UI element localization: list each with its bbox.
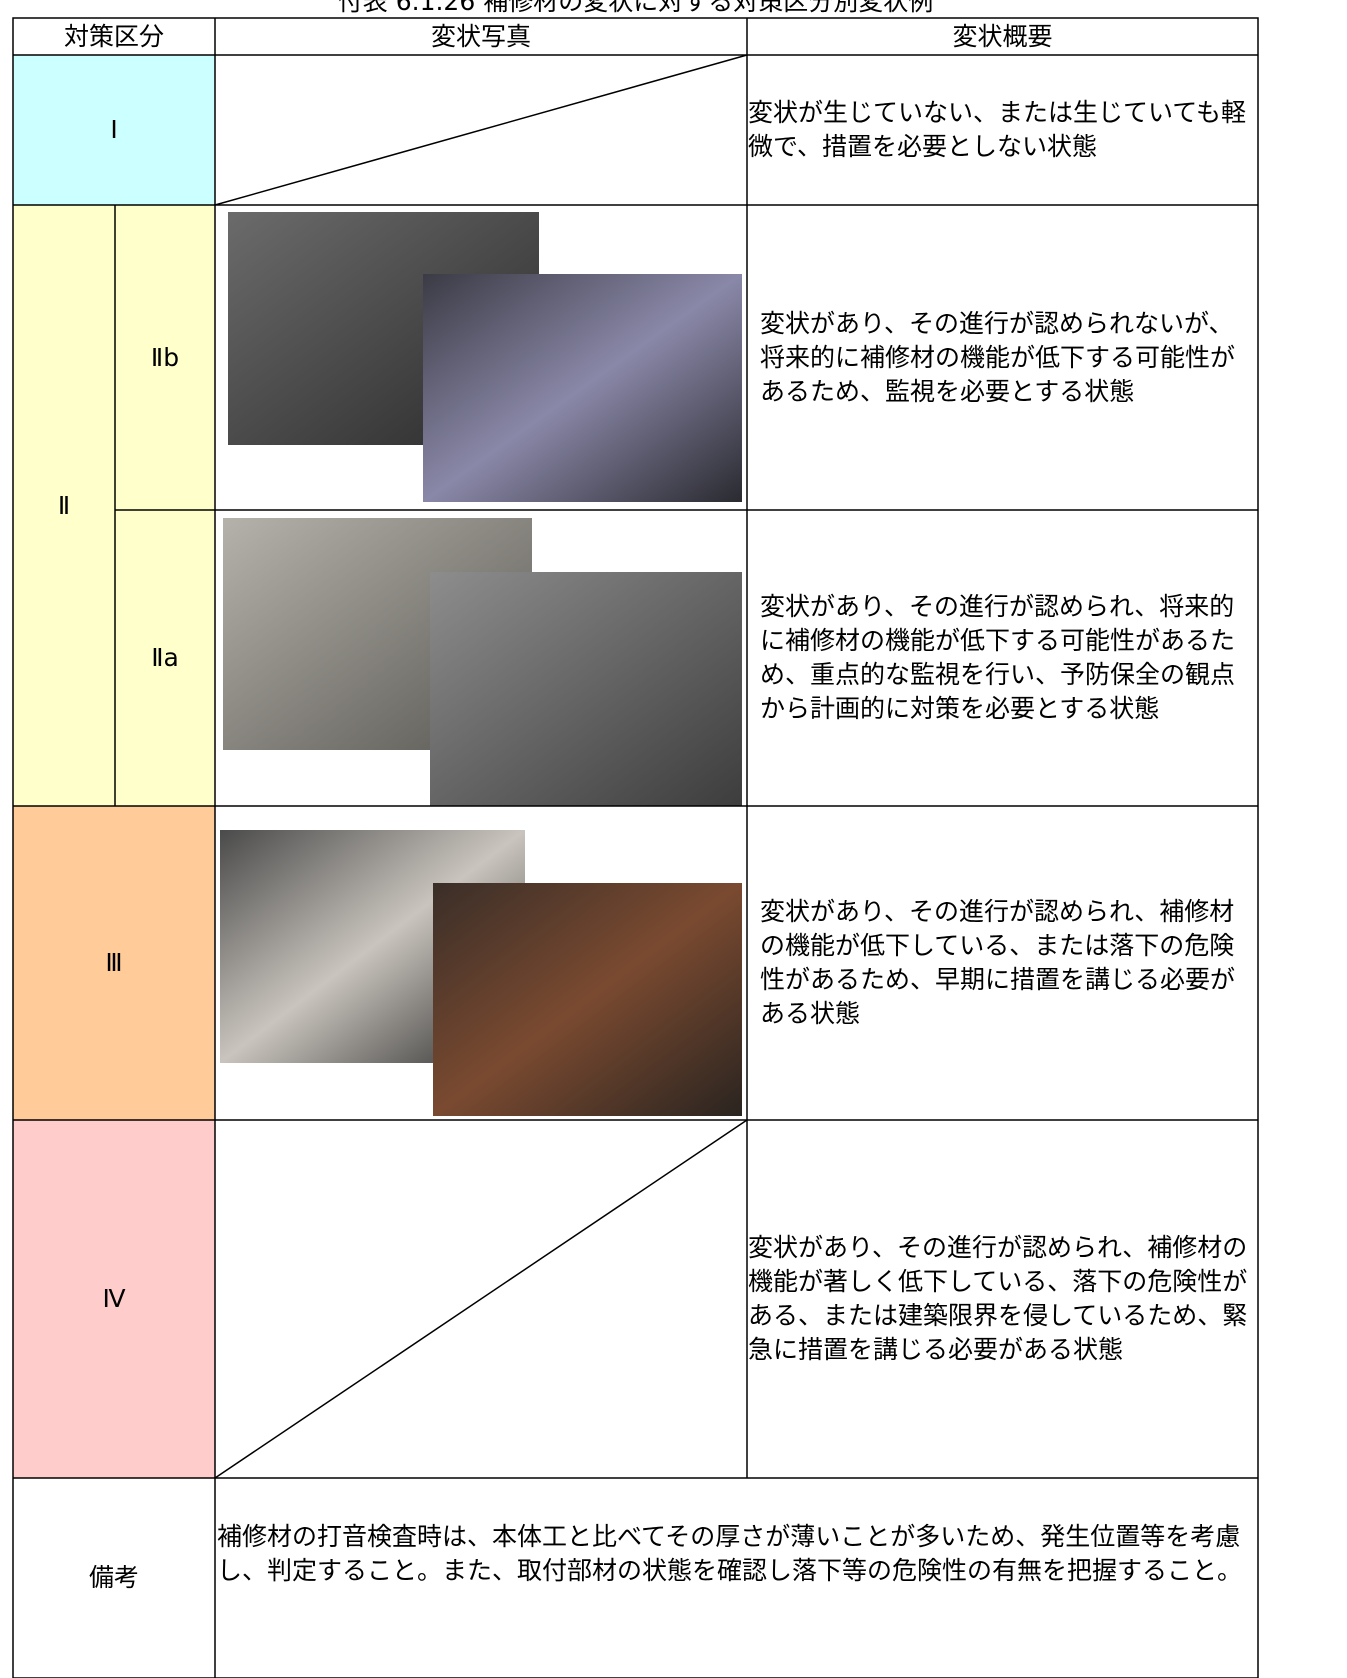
division: Ⅲ — [105, 948, 123, 977]
cell-bg — [13, 205, 215, 806]
header-cell: 変状写真 — [430, 21, 531, 51]
grid-lines — [12, 17, 1259, 1678]
photo — [430, 572, 742, 806]
division: Ⅳ — [102, 1284, 126, 1313]
cell-bg — [13, 806, 215, 1120]
remarks-label: 備考 — [88, 1563, 139, 1592]
header-cell: 対策区分 — [63, 21, 164, 51]
photo — [423, 274, 742, 502]
header-cell: 変状概要 — [952, 21, 1053, 51]
division: Ⅱb — [150, 342, 180, 372]
table-title: 付表 6.1.26 補修材の変状に対する対策区分別変状例 — [337, 0, 934, 16]
summary: 変状が生じていない、または生じていても軽微で、措置を必要としない状態 — [748, 98, 1247, 161]
division: Ⅱa — [151, 643, 179, 672]
summary: 変状があり、その進行が認められないが、将来的に補修材の機能が低下する可能性がある… — [760, 308, 1236, 406]
cell-bg — [13, 1120, 215, 1478]
summary: 変状があり、その進行が認められ、補修材の機能が著しく低下している、落下の危険性が… — [748, 1233, 1248, 1364]
summary: 変状があり、その進行が認められ、将来的に補修材の機能が低下する可能性があるため、… — [760, 592, 1236, 723]
photo — [433, 883, 742, 1116]
remarks-text: 補修材の打音検査時は、本体工と比べてその厚さが薄いことが多いため、発生位置等を考… — [217, 1522, 1243, 1585]
division-group: Ⅱ — [57, 490, 71, 520]
summary: 変状があり、その進行が認められ、補修材の機能が低下している、または落下の危険性が… — [760, 897, 1236, 1028]
cell-bg — [13, 55, 215, 205]
division: Ⅰ — [110, 115, 118, 144]
